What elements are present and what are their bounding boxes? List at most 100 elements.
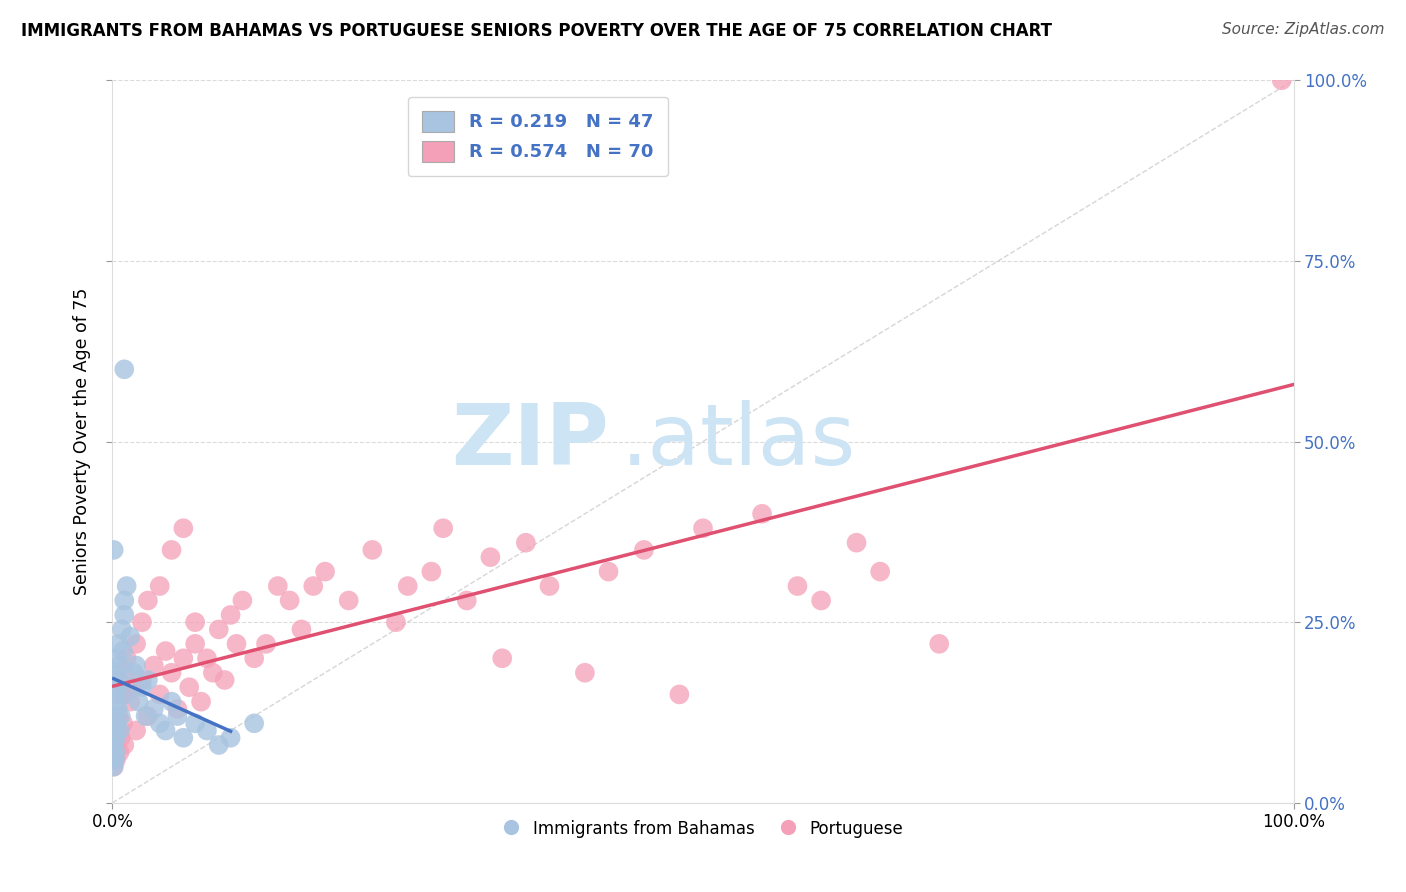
Point [208, 738, 231, 752]
Point [172, 731, 194, 745]
Point [112, 665, 135, 680]
Point [111, 623, 134, 637]
Point [179, 680, 201, 694]
Text: Source: ZipAtlas.com: Source: ZipAtlas.com [1222, 22, 1385, 37]
Point [208, 623, 231, 637]
Point [112, 738, 135, 752]
Point [105, 695, 128, 709]
Point [155, 644, 177, 658]
Point [103, 723, 125, 738]
Point [103, 760, 125, 774]
Text: IMMIGRANTS FROM BAHAMAS VS PORTUGUESE SENIORS POVERTY OVER THE AGE OF 75 CORRELA: IMMIGRANTS FROM BAHAMAS VS PORTUGUESE SE… [21, 22, 1052, 40]
Point [136, 673, 159, 687]
Point [231, 593, 253, 607]
Point [122, 665, 145, 680]
Point [337, 593, 360, 607]
Point [131, 680, 153, 694]
Point [105, 665, 128, 680]
Point [108, 658, 131, 673]
Point [160, 665, 183, 680]
Point [869, 565, 891, 579]
Text: .atlas: .atlas [620, 400, 856, 483]
Text: ZIP: ZIP [451, 400, 609, 483]
Point [1271, 73, 1294, 87]
Point [928, 637, 950, 651]
Point [267, 579, 290, 593]
Point [290, 623, 312, 637]
Point [103, 542, 125, 557]
Point [120, 695, 142, 709]
Point [456, 593, 478, 607]
Point [104, 745, 127, 759]
Point [136, 709, 159, 723]
Point [243, 651, 266, 665]
Point [112, 644, 135, 658]
Point [112, 716, 135, 731]
Point [214, 673, 236, 687]
Point [104, 709, 127, 723]
Point [105, 731, 128, 745]
Point [201, 665, 224, 680]
Point [172, 651, 194, 665]
Point [692, 521, 714, 535]
Point [633, 542, 655, 557]
Point [166, 702, 188, 716]
Point [479, 550, 502, 565]
Point [105, 680, 128, 694]
Point [515, 535, 537, 549]
Point [195, 651, 218, 665]
Point [155, 723, 177, 738]
Point [104, 752, 127, 766]
Point [103, 752, 125, 766]
Point [385, 615, 408, 630]
Point [105, 651, 128, 665]
Point [104, 738, 127, 752]
Point [149, 716, 172, 731]
Point [142, 658, 165, 673]
Point [107, 709, 129, 723]
Point [107, 637, 129, 651]
Point [112, 362, 135, 376]
Point [751, 507, 773, 521]
Legend: Immigrants from Bahamas, Portuguese: Immigrants from Bahamas, Portuguese [496, 814, 910, 845]
Point [538, 579, 561, 593]
Point [361, 542, 384, 557]
Point [845, 535, 868, 549]
Point [115, 579, 138, 593]
Point [225, 637, 247, 651]
Point [598, 565, 620, 579]
Point [107, 673, 129, 687]
Point [122, 680, 145, 694]
Point [278, 593, 301, 607]
Point [302, 579, 325, 593]
Point [149, 579, 172, 593]
Point [195, 723, 218, 738]
Point [131, 673, 153, 687]
Point [103, 738, 125, 752]
Point [219, 731, 242, 745]
Point [108, 723, 131, 738]
Point [786, 579, 808, 593]
Point [135, 709, 157, 723]
Point [810, 593, 832, 607]
Point [103, 760, 125, 774]
Point [108, 745, 131, 759]
Point [668, 687, 690, 701]
Point [104, 687, 127, 701]
Point [120, 630, 142, 644]
Point [112, 607, 135, 622]
Point [125, 723, 148, 738]
Point [131, 615, 153, 630]
Point [127, 695, 149, 709]
Point [574, 665, 596, 680]
Point [184, 716, 207, 731]
Point [103, 738, 125, 752]
Point [432, 521, 454, 535]
Point [105, 723, 128, 738]
Point [219, 607, 242, 622]
Point [136, 593, 159, 607]
Y-axis label: Seniors Poverty Over the Age of 75: Seniors Poverty Over the Age of 75 [73, 288, 91, 595]
Point [396, 579, 419, 593]
Point [125, 637, 148, 651]
Point [142, 702, 165, 716]
